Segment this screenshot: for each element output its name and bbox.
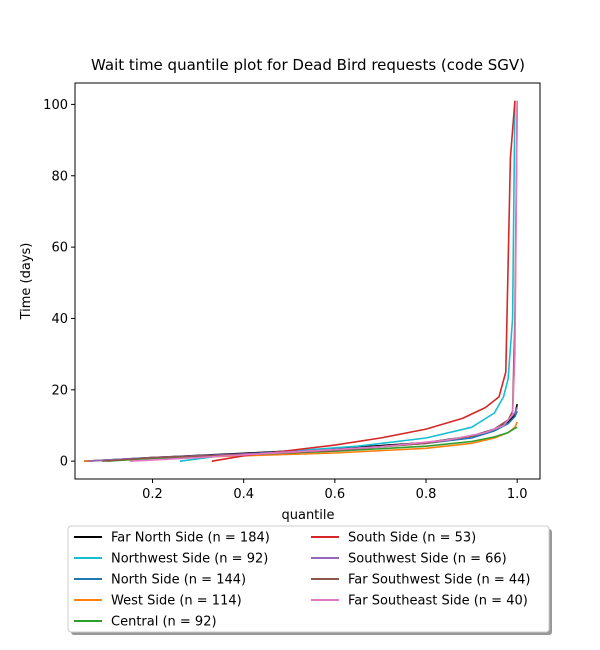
legend-label-2: North Side (n = 144) bbox=[111, 573, 246, 588]
series-line-3 bbox=[84, 421, 518, 462]
legend-label-1: Northwest Side (n = 92) bbox=[111, 552, 268, 567]
x-tick-label: 0.6 bbox=[325, 487, 346, 502]
x-tick-label: 0.8 bbox=[416, 487, 437, 502]
series-line-5 bbox=[211, 100, 516, 462]
legend-label-4: Central (n = 92) bbox=[111, 615, 217, 630]
series-line-8 bbox=[129, 100, 518, 462]
legend: Far North Side (n = 184) Northwest Side (… bbox=[67, 525, 552, 635]
x-axis-label: quantile bbox=[281, 508, 334, 523]
chart-title: Wait time quantile plot for Dead Bird re… bbox=[91, 56, 525, 74]
plot-lines bbox=[84, 100, 518, 462]
legend-label-3: West Side (n = 114) bbox=[111, 594, 242, 609]
y-axis-label: Time (days) bbox=[19, 243, 34, 321]
legend-box bbox=[67, 525, 550, 633]
x-tick-label: 1.0 bbox=[507, 487, 528, 502]
y-tick-label: 20 bbox=[51, 383, 68, 398]
y-tick-label: 0 bbox=[60, 455, 68, 470]
y-tick-label: 60 bbox=[51, 241, 68, 256]
series-line-7 bbox=[102, 100, 518, 462]
x-axis: 0.2 0.4 0.6 0.8 1.0 bbox=[142, 479, 528, 502]
x-tick-label: 0.2 bbox=[142, 487, 163, 502]
series-line-1 bbox=[179, 100, 516, 462]
legend-label-5: South Side (n = 53) bbox=[348, 531, 476, 546]
y-tick-label: 100 bbox=[43, 98, 68, 113]
y-axis: 0 20 40 60 80 100 bbox=[43, 98, 75, 470]
y-tick-label: 40 bbox=[51, 312, 68, 327]
legend-label-8: Far Southeast Side (n = 40) bbox=[348, 594, 528, 609]
y-tick-label: 80 bbox=[51, 169, 68, 184]
legend-label-7: Far Southwest Side (n = 44) bbox=[348, 573, 530, 588]
x-tick-label: 0.4 bbox=[233, 487, 254, 502]
plot-frame bbox=[74, 82, 541, 480]
legend-label-6: Southwest Side (n = 66) bbox=[348, 552, 507, 567]
legend-label-0: Far North Side (n = 184) bbox=[111, 531, 270, 546]
